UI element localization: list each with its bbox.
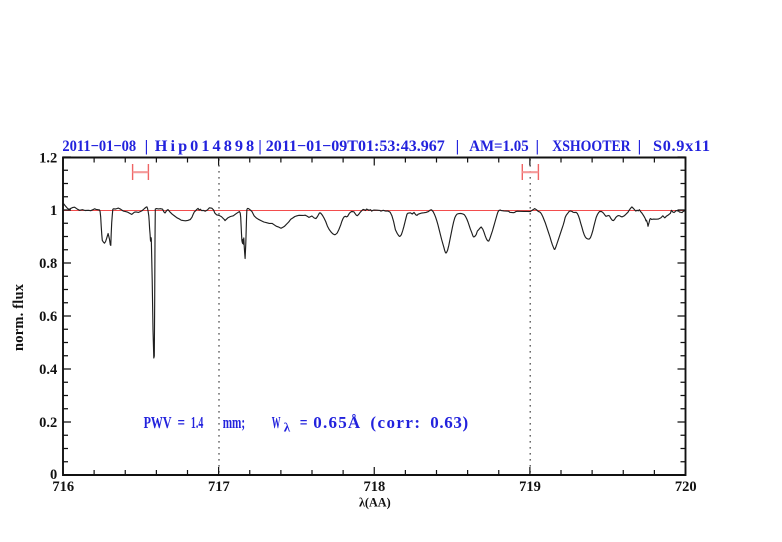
- svg-text:716: 716: [52, 479, 74, 495]
- svg-text:1: 1: [50, 203, 57, 219]
- svg-text:0.8: 0.8: [39, 256, 57, 272]
- svg-text:2011−01−08|Hip014898|2011−01−0: 2011−01−08 | Hip014898 | 2011−01−09T01:53:43…: [62, 136, 710, 155]
- svg-text:norm. flux: norm. flux: [11, 283, 27, 351]
- svg-text:0.6: 0.6: [39, 309, 57, 325]
- svg-text:718: 718: [364, 479, 386, 495]
- svg-text:0: 0: [50, 467, 57, 483]
- svg-text:0.2: 0.2: [39, 415, 57, 431]
- svg-text:720: 720: [675, 479, 697, 495]
- svg-text:719: 719: [519, 479, 541, 495]
- svg-text:717: 717: [208, 479, 230, 495]
- svg-text:0.4: 0.4: [39, 362, 57, 378]
- svg-text:1.2: 1.2: [39, 151, 57, 167]
- svg-text:λ(AA): λ(AA): [359, 496, 391, 510]
- svg-text:PWV=1.4mm;Wλ=0.65Å(corr:0.63): PWV = 1.4 mm; Wλ = 0.65Å (corr: 0.63): [144, 413, 469, 434]
